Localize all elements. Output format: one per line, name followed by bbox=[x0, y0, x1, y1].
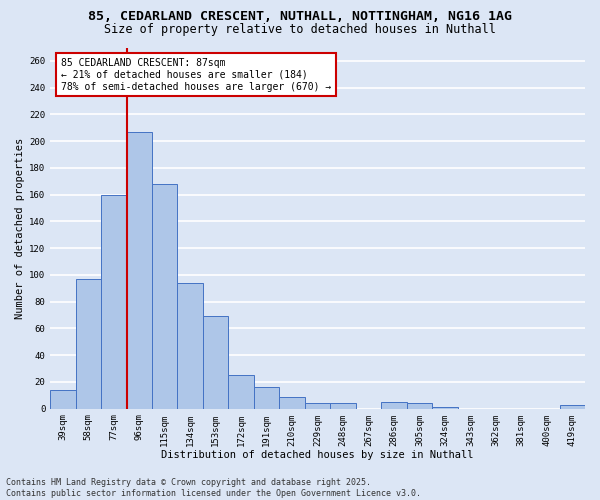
Bar bbox=[305, 404, 331, 408]
Bar bbox=[203, 316, 229, 408]
X-axis label: Distribution of detached houses by size in Nuthall: Distribution of detached houses by size … bbox=[161, 450, 474, 460]
Bar bbox=[407, 404, 432, 408]
Text: 85 CEDARLAND CRESCENT: 87sqm
← 21% of detached houses are smaller (184)
78% of s: 85 CEDARLAND CRESCENT: 87sqm ← 21% of de… bbox=[61, 58, 331, 92]
Text: Contains HM Land Registry data © Crown copyright and database right 2025.
Contai: Contains HM Land Registry data © Crown c… bbox=[6, 478, 421, 498]
Bar bbox=[178, 283, 203, 408]
Bar bbox=[127, 132, 152, 408]
Bar bbox=[331, 404, 356, 408]
Bar bbox=[229, 376, 254, 408]
Bar bbox=[280, 396, 305, 408]
Bar bbox=[381, 402, 407, 408]
Bar bbox=[560, 404, 585, 408]
Bar bbox=[50, 390, 76, 408]
Y-axis label: Number of detached properties: Number of detached properties bbox=[15, 138, 25, 318]
Bar bbox=[101, 194, 127, 408]
Bar bbox=[76, 279, 101, 408]
Bar bbox=[152, 184, 178, 408]
Text: 85, CEDARLAND CRESCENT, NUTHALL, NOTTINGHAM, NG16 1AG: 85, CEDARLAND CRESCENT, NUTHALL, NOTTING… bbox=[88, 10, 512, 23]
Text: Size of property relative to detached houses in Nuthall: Size of property relative to detached ho… bbox=[104, 22, 496, 36]
Bar bbox=[254, 388, 280, 408]
